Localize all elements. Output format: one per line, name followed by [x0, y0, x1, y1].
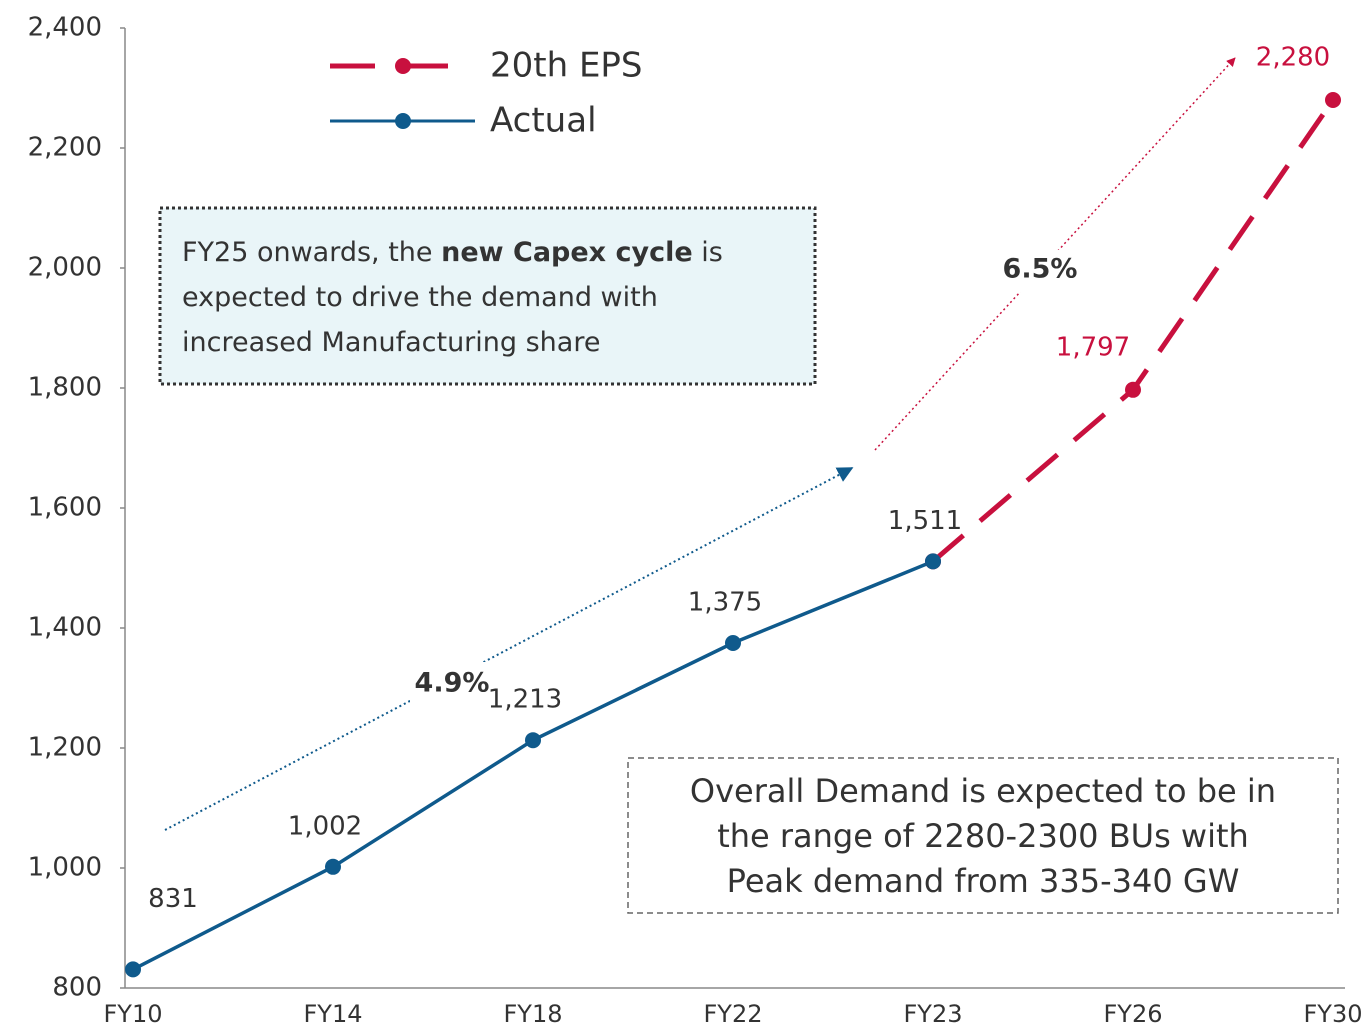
note-text: expected to drive the demand with: [182, 282, 658, 313]
note-text-part: new Capex cycle: [441, 237, 693, 268]
data-point: [325, 858, 341, 875]
data-point: [525, 732, 541, 749]
x-tick-label: FY30: [1303, 1000, 1362, 1028]
y-tick-label: 1,000: [28, 853, 102, 883]
legend-marker: [395, 58, 411, 74]
note-text-part: FY25 onwards, the: [182, 237, 441, 268]
y-tick-label: 1,600: [28, 493, 102, 523]
x-tick-label: FY22: [703, 1000, 762, 1028]
data-point: [925, 553, 941, 570]
note-text: Overall Demand is expected to be in: [690, 772, 1276, 810]
label-bg: [996, 250, 1084, 292]
data-point: [1125, 381, 1141, 398]
y-tick-label: 800: [52, 973, 102, 1003]
label-bg: [410, 662, 494, 704]
cagr-label: 4.9%: [415, 668, 490, 699]
data-label: 1,797: [1056, 332, 1130, 362]
x-tick-label: FY14: [303, 1000, 362, 1028]
x-tick-label: FY18: [503, 1000, 562, 1028]
data-label: 2,280: [1256, 43, 1330, 73]
x-tick-label: FY23: [903, 1000, 962, 1028]
data-point: [1325, 92, 1341, 108]
legend-label: Actual: [490, 101, 597, 141]
data-label: 1,511: [888, 506, 962, 536]
note-box: [627, 757, 1339, 914]
note-text: FY25 onwards, the new Capex cycle is: [182, 237, 723, 268]
note-text: the range of 2280-2300 BUs with: [717, 817, 1249, 855]
data-label: 1,213: [488, 685, 562, 715]
legend-label: 20th EPS: [490, 46, 643, 86]
y-tick-label: 1,200: [28, 733, 102, 763]
y-tick-label: 2,400: [28, 13, 102, 43]
data-label: 1,002: [288, 811, 362, 841]
data-label: 1,375: [688, 588, 762, 618]
note-text: increased Manufacturing share: [182, 327, 600, 358]
y-tick-label: 2,000: [28, 253, 102, 283]
note-box: [158, 206, 817, 386]
data-point: [125, 961, 141, 978]
data-label: 831: [148, 884, 198, 914]
y-tick-label: 2,200: [28, 133, 102, 163]
note-text-part: increased Manufacturing share: [182, 327, 600, 358]
x-tick-label: FY10: [103, 1000, 162, 1028]
note-text-part: expected to drive the demand with: [182, 282, 658, 313]
x-tick-label: FY26: [1103, 1000, 1162, 1028]
cagr-label: 6.5%: [1003, 254, 1078, 285]
y-tick-label: 1,400: [28, 613, 102, 643]
note-text-part: is: [693, 237, 723, 268]
legend-marker: [395, 113, 411, 129]
y-tick-label: 1,800: [28, 373, 102, 403]
data-point: [725, 635, 741, 651]
note-text: Peak demand from 335-340 GW: [727, 862, 1240, 900]
